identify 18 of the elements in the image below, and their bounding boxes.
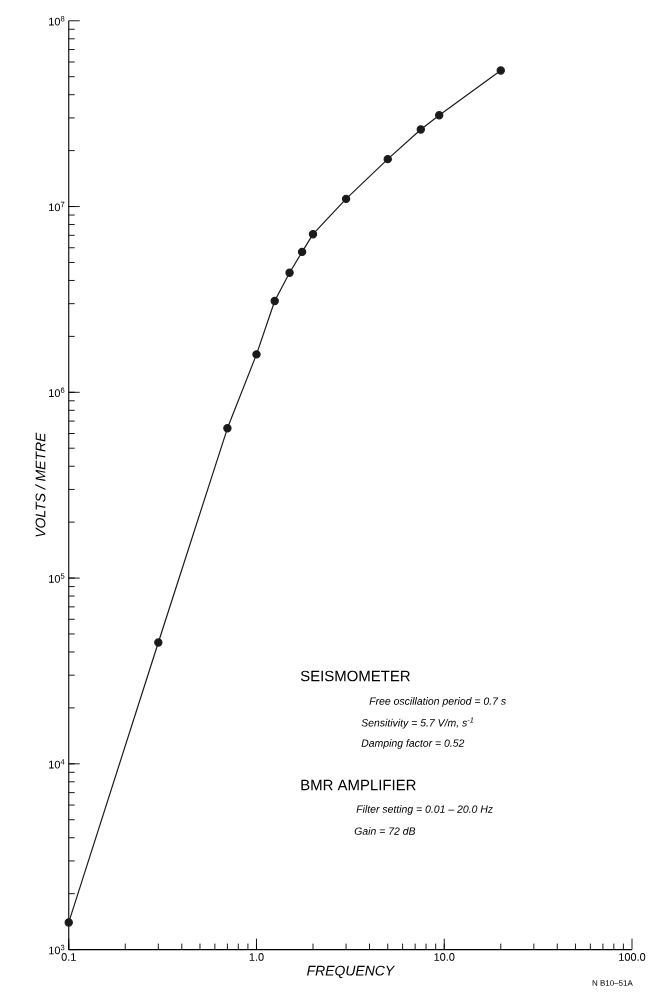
y-tick-label: 10$^{4}$ (49, 759, 65, 769)
annotation: Free oscillation period = 0.7 s (369, 697, 506, 707)
annotation: Sensitivity = 5.7 V/m, s$^{-1}$ (361, 717, 474, 729)
annotation: SEISMOMETER (300, 670, 410, 682)
annotation: Damping factor = 0.52 (361, 739, 465, 749)
annotation: Gain = 72 dB (354, 827, 416, 835)
y-axis-title: VOLTS / METRE (35, 432, 46, 537)
x-tick-label: 10.0 (434, 953, 455, 961)
annotation: BMR AMPLIFIER (301, 779, 416, 791)
annotation: Filter setting = 0.01 – 20.0 Hz (356, 805, 493, 815)
x-tick-label: 1.0 (249, 953, 264, 961)
y-tick-label: 10$^{8}$ (49, 16, 65, 26)
y-tick-label: 10$^{5}$ (49, 573, 65, 583)
y-tick-label: 10$^{6}$ (49, 387, 65, 398)
x-tick-label: 100.0 (619, 953, 646, 961)
y-tick-label: 10$^{7}$ (49, 201, 65, 212)
x-tick-label: 0.1 (61, 953, 76, 961)
x-axis-title: FREQUENCY (307, 965, 395, 979)
